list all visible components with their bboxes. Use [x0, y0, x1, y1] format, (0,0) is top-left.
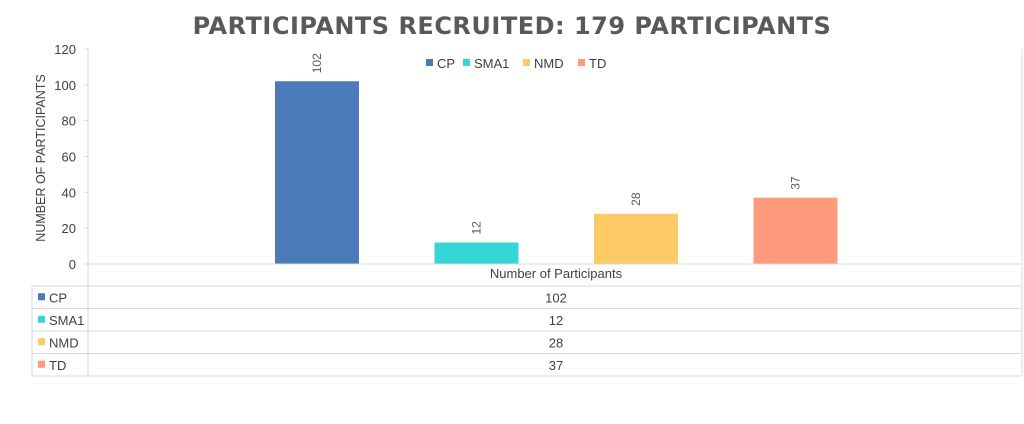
y-tick-label: 40: [62, 185, 76, 200]
table-swatch-nmd: [38, 338, 45, 346]
legend-swatch-td: [578, 59, 585, 66]
legend-label-cp: CP: [437, 56, 455, 71]
legend-label-td: TD: [589, 56, 606, 71]
y-tick-label: 20: [62, 221, 76, 236]
plot-frame: [87, 49, 1023, 264]
category-label: Number of Participants: [490, 266, 623, 281]
table-swatch-sma1: [38, 315, 45, 323]
data-label-cp: 102: [310, 53, 324, 73]
legend-swatch-cp: [426, 59, 433, 66]
y-tick-label: 0: [69, 257, 76, 272]
table-series-name-sma1: SMA1: [49, 313, 84, 328]
legend-label-nmd: NMD: [534, 56, 564, 71]
y-axis-label: NUMBER OF PARTICIPANTS: [34, 74, 48, 241]
table-series-name-cp: CP: [49, 290, 67, 305]
table-swatch-cp: [38, 293, 45, 301]
legend-swatch-nmd: [523, 59, 530, 66]
legend: CP SMA1 NMD TD: [426, 56, 606, 71]
table-value-cp: 102: [545, 290, 567, 305]
bar-cp: [275, 81, 359, 264]
bar-nmd: [594, 213, 678, 264]
y-tick-label: 60: [62, 150, 76, 165]
table-value-sma1: 12: [549, 313, 563, 328]
bars: [275, 81, 838, 264]
bar-td: [753, 197, 838, 264]
data-label-sma1: 12: [470, 221, 484, 235]
data-table: CP 102 SMA1 12 NMD 28 TD 37: [31, 263, 1023, 377]
y-tick-label: 120: [54, 42, 76, 57]
table-value-nmd: 28: [549, 335, 563, 350]
chart-title: PARTICIPANTS RECRUITED: 179 PARTICIPANTS: [193, 12, 832, 40]
bar-sma1: [434, 242, 519, 264]
y-axis: 0 20 40 60 80 100 120: [54, 42, 88, 272]
table-swatch-td: [38, 360, 45, 368]
y-tick-label: 80: [62, 114, 76, 129]
data-labels: 102 12 28 37: [310, 53, 803, 235]
y-tick-label: 100: [54, 78, 76, 93]
table-series-name-td: TD: [49, 358, 66, 373]
data-label-nmd: 28: [629, 192, 643, 206]
table-value-td: 37: [549, 358, 563, 373]
data-label-td: 37: [789, 176, 803, 190]
legend-swatch-sma1: [463, 59, 470, 66]
legend-label-sma1: SMA1: [474, 56, 509, 71]
table-series-name-nmd: NMD: [49, 335, 79, 350]
